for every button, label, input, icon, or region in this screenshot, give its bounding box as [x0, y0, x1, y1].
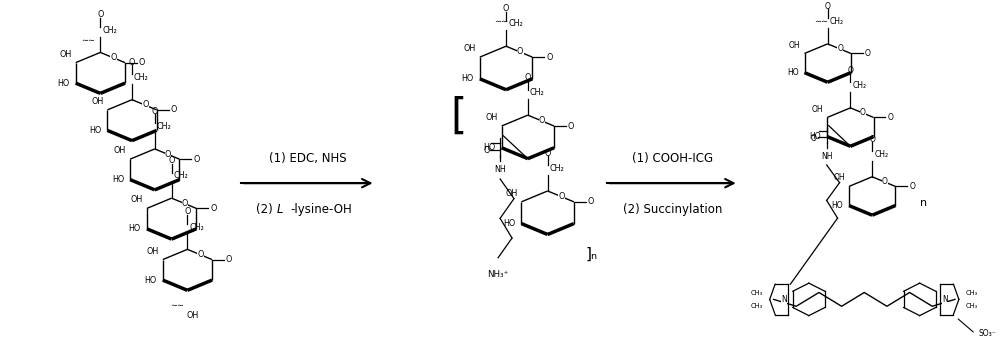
Text: OH: OH — [186, 311, 198, 320]
Text: O: O — [139, 58, 145, 67]
Text: HO: HO — [89, 126, 101, 135]
Text: O: O — [168, 156, 175, 165]
Text: O: O — [860, 108, 866, 117]
Text: OH: OH — [131, 195, 143, 204]
Text: O: O — [544, 149, 551, 158]
Text: N: N — [781, 295, 787, 304]
Text: CH₂: CH₂ — [189, 223, 204, 232]
Text: O: O — [129, 58, 135, 67]
Text: OH: OH — [464, 44, 476, 53]
Text: O: O — [837, 44, 843, 53]
Text: O: O — [97, 10, 104, 20]
Text: HO: HO — [57, 79, 70, 88]
Text: HO: HO — [831, 201, 843, 210]
Text: O: O — [193, 155, 200, 164]
Text: O: O — [811, 134, 817, 143]
Text: O: O — [865, 49, 871, 58]
Text: CH₂: CH₂ — [134, 73, 149, 82]
Text: O: O — [559, 192, 565, 201]
Text: OH: OH — [91, 97, 103, 106]
Text: OH: OH — [505, 189, 517, 198]
Text: HO: HO — [503, 219, 515, 228]
Text: CH₂: CH₂ — [874, 150, 888, 159]
Text: O: O — [887, 113, 893, 122]
Text: CH₃: CH₃ — [966, 290, 978, 296]
Text: CH₂: CH₂ — [102, 26, 117, 35]
Text: CH₃: CH₃ — [751, 290, 763, 296]
Text: HO: HO — [462, 74, 474, 83]
Text: O: O — [588, 197, 594, 206]
Text: OH: OH — [833, 174, 845, 182]
Text: O: O — [568, 121, 574, 131]
Text: (2) Succinylation: (2) Succinylation — [623, 203, 722, 216]
Text: OH: OH — [812, 105, 823, 113]
Text: HO: HO — [810, 132, 821, 141]
Text: (1) EDC, NHS: (1) EDC, NHS — [269, 153, 347, 166]
Text: NH₃⁺: NH₃⁺ — [487, 270, 509, 279]
Text: n: n — [920, 198, 927, 208]
Text: O: O — [171, 105, 177, 114]
Text: O: O — [152, 107, 158, 116]
Text: ∼∼: ∼∼ — [814, 17, 828, 26]
Text: OH: OH — [147, 247, 159, 256]
Text: ∼∼: ∼∼ — [81, 36, 95, 45]
Text: [: [ — [450, 96, 467, 138]
Text: ∼∼: ∼∼ — [494, 17, 508, 26]
Text: O: O — [517, 47, 523, 56]
Text: O: O — [503, 4, 509, 13]
Text: OH: OH — [114, 146, 126, 155]
Text: CH₂: CH₂ — [508, 20, 523, 28]
Text: O: O — [142, 100, 149, 109]
Text: O: O — [226, 255, 232, 264]
Text: CH₂: CH₂ — [157, 122, 171, 131]
Text: CH₃: CH₃ — [751, 303, 763, 309]
Text: CH₂: CH₂ — [174, 172, 188, 180]
Text: HO: HO — [483, 143, 496, 152]
Text: NH: NH — [494, 165, 506, 174]
Text: O: O — [182, 199, 188, 208]
Text: O: O — [525, 73, 531, 82]
Text: OH: OH — [59, 50, 72, 59]
Text: HO: HO — [787, 68, 799, 77]
Text: (1) COOH-ICG: (1) COOH-ICG — [632, 153, 713, 166]
Text: HO: HO — [145, 275, 157, 285]
Text: CH₂: CH₂ — [830, 17, 844, 26]
Text: O: O — [198, 250, 204, 259]
Text: HO: HO — [129, 224, 141, 233]
Text: O: O — [825, 2, 831, 11]
Text: O: O — [110, 53, 117, 62]
Text: OH: OH — [485, 113, 498, 122]
Text: HO: HO — [112, 175, 124, 184]
Text: CH₂: CH₂ — [852, 81, 867, 90]
Text: CH₂: CH₂ — [550, 164, 564, 173]
Text: NH: NH — [821, 152, 832, 161]
Text: O: O — [909, 182, 915, 191]
Text: SO₃⁻: SO₃⁻ — [978, 329, 996, 338]
Text: CH₂: CH₂ — [530, 89, 545, 97]
Text: ]ₙ: ]ₙ — [585, 247, 597, 261]
Text: N: N — [942, 295, 948, 304]
Text: -lysine-OH: -lysine-OH — [290, 203, 352, 216]
Text: O: O — [539, 116, 545, 125]
Text: O: O — [546, 52, 553, 62]
Text: ∼∼: ∼∼ — [171, 301, 185, 310]
Text: CH₃: CH₃ — [966, 303, 978, 309]
Text: (2): (2) — [256, 203, 276, 216]
Text: L: L — [276, 203, 283, 216]
Text: O: O — [184, 208, 191, 216]
Text: OH: OH — [789, 41, 801, 49]
Text: O: O — [882, 177, 888, 186]
Text: O: O — [483, 146, 489, 155]
Text: O: O — [847, 66, 853, 75]
Text: O: O — [165, 149, 171, 159]
Text: O: O — [210, 204, 217, 213]
Text: O: O — [869, 135, 875, 144]
